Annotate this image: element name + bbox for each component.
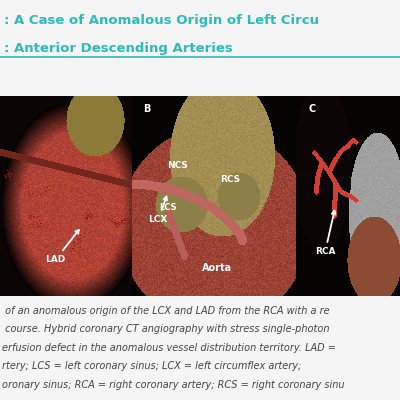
Text: rtery; LCS = left coronary sinus; LCX = left circumflex artery;: rtery; LCS = left coronary sinus; LCX = … [2,361,301,371]
Text: RCA: RCA [315,211,336,256]
Text: LAD: LAD [45,230,79,264]
Text: LCX: LCX [148,196,168,224]
Text: NCS: NCS [168,162,188,170]
Text: LCS: LCS [159,204,177,212]
Text: of an anomalous origin of the LCX and LAD from the RCA with a re: of an anomalous origin of the LCX and LA… [2,306,330,316]
Text: : Anterior Descending Arteries: : Anterior Descending Arteries [4,42,233,55]
Text: oronary sinus; RCA = right coronary artery; RCS = right coronary sinu: oronary sinus; RCA = right coronary arte… [2,380,344,390]
Text: erfusion defect in the anomalous vessel distribution territory. LAD =: erfusion defect in the anomalous vessel … [2,343,336,353]
Text: course. Hybrid coronary CT angiography with stress single-photon: course. Hybrid coronary CT angiography w… [2,324,330,334]
Text: RCS: RCS [220,176,240,184]
Text: : A Case of Anomalous Origin of Left Circu: : A Case of Anomalous Origin of Left Cir… [4,14,319,27]
Text: C: C [308,104,316,114]
Text: Aorta: Aorta [202,263,232,273]
Text: B: B [144,104,151,114]
